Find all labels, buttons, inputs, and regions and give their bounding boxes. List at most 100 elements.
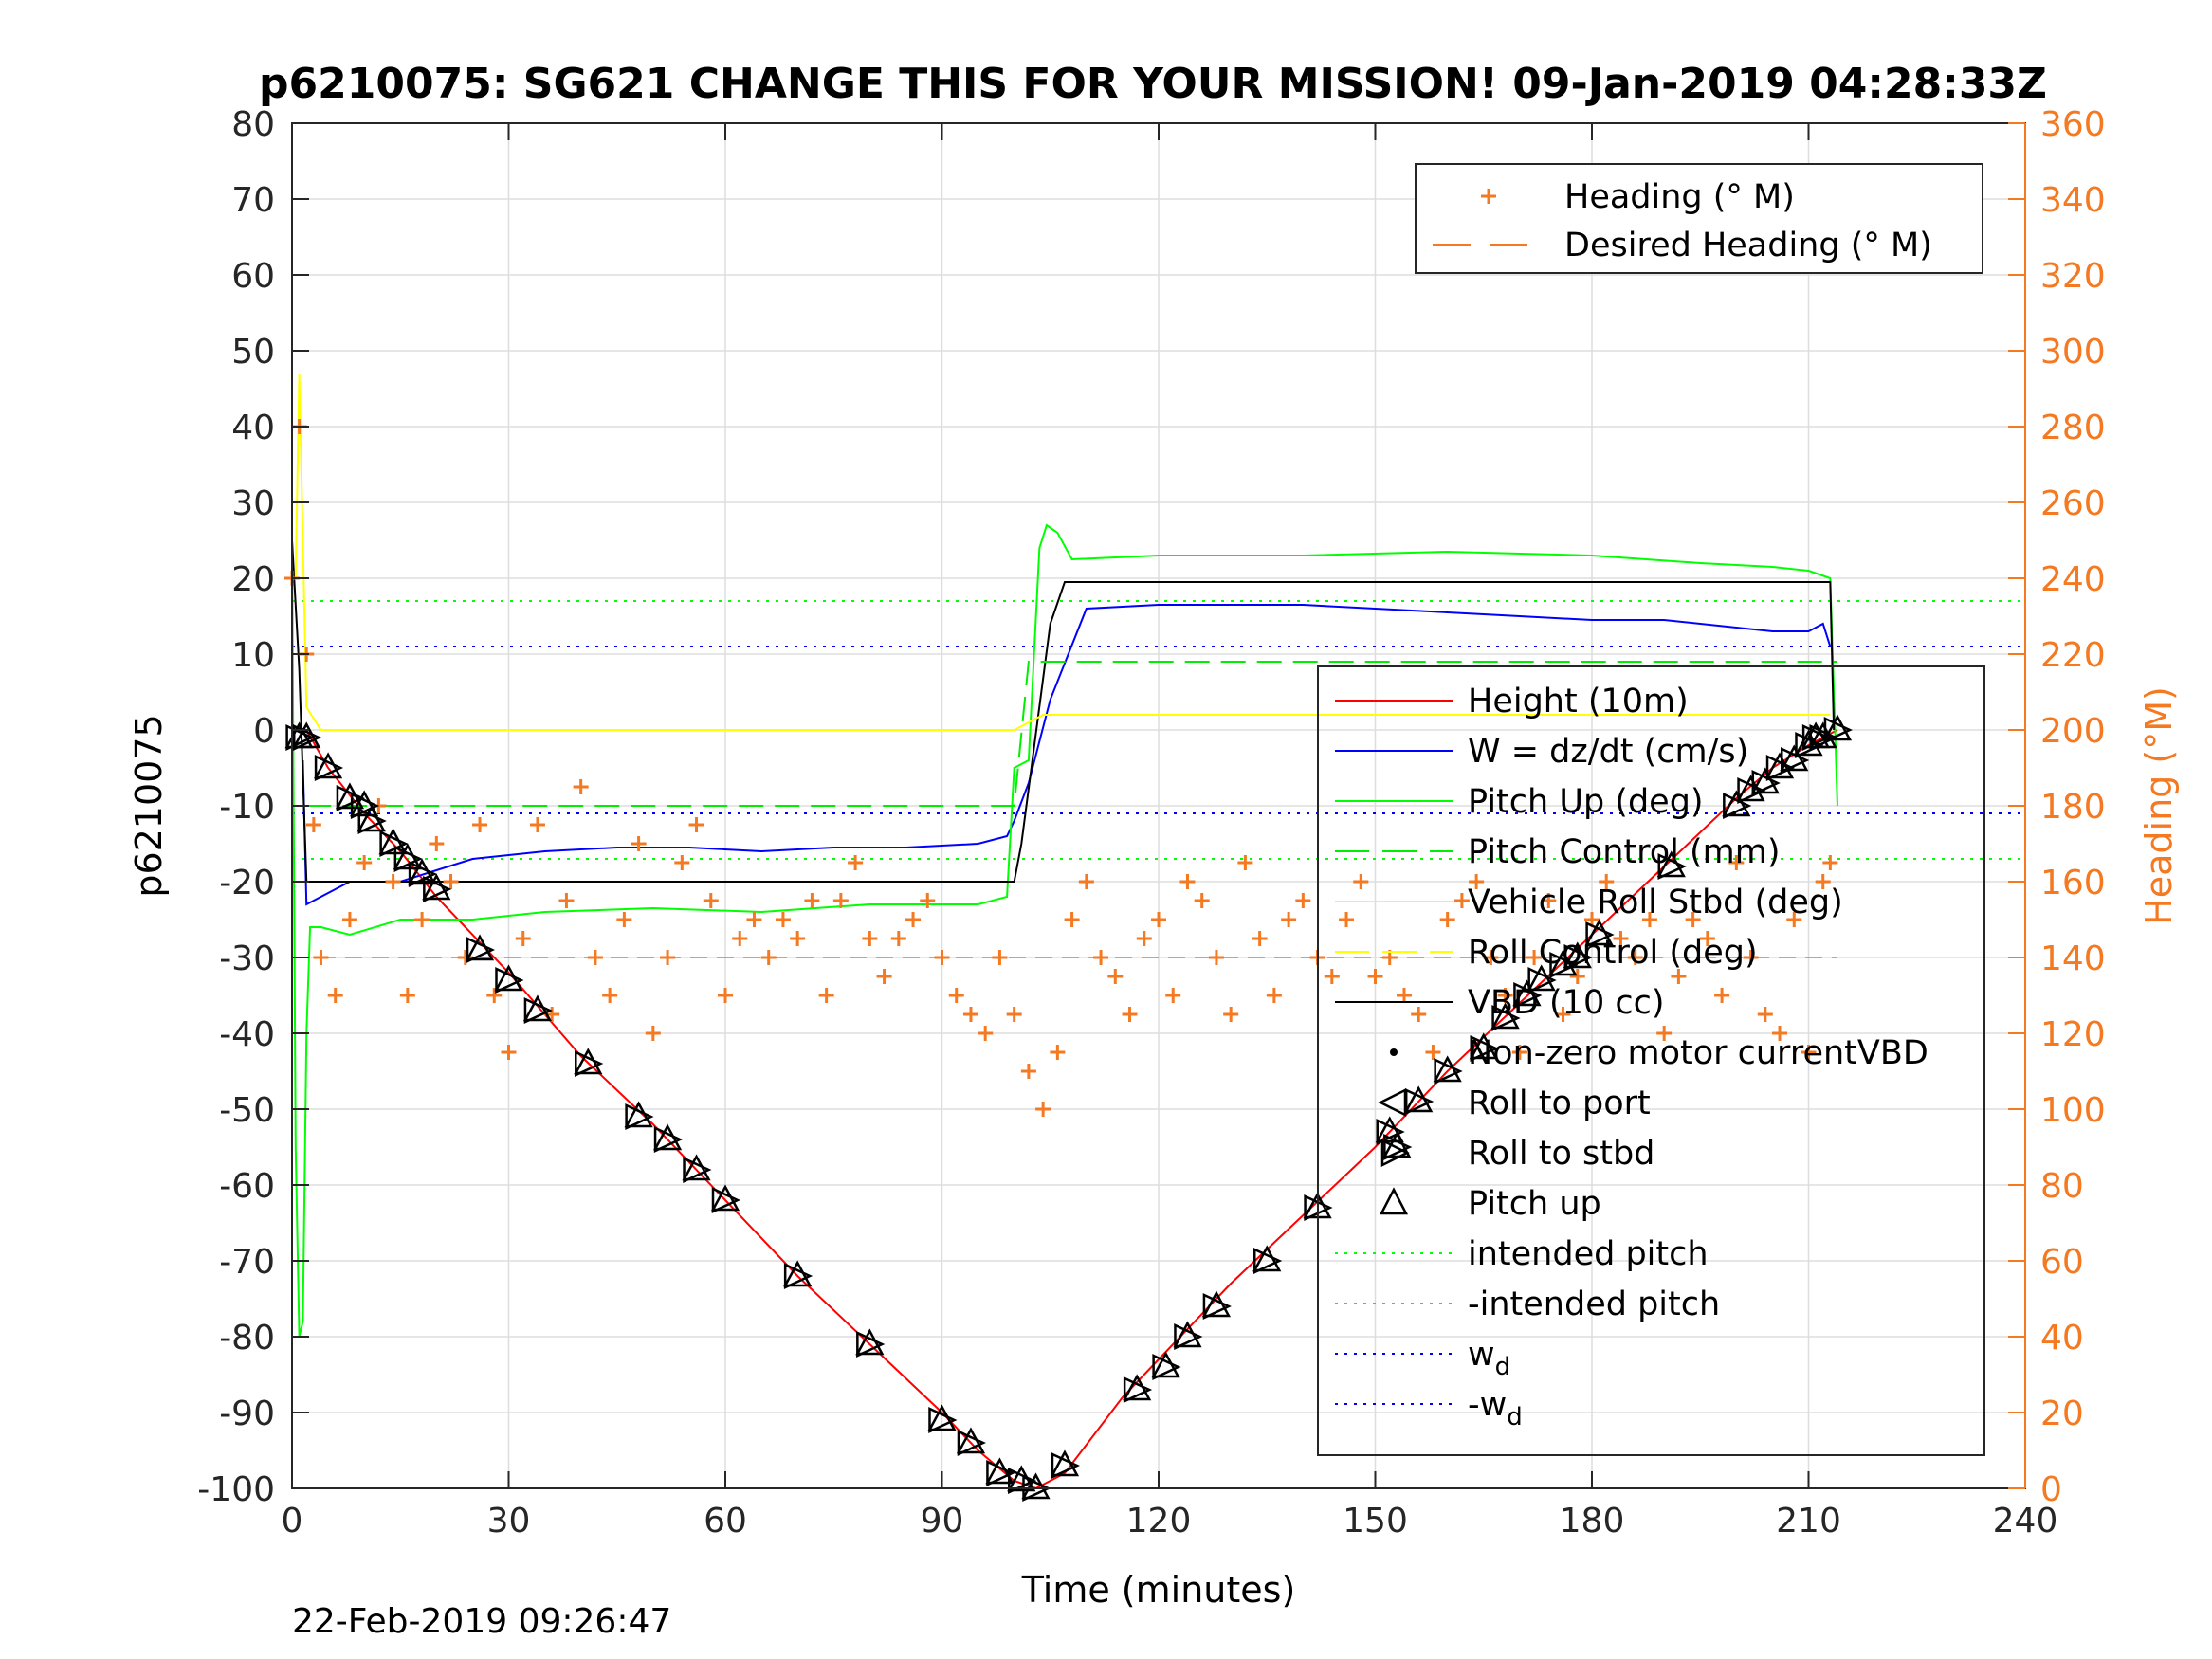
- legend-heading-entry: Desired Heading (° M): [1433, 227, 1932, 264]
- y-tick-label-right: 180: [2040, 788, 2106, 827]
- y-tick-label-right: 60: [2040, 1243, 2084, 1282]
- heading-point: [1208, 950, 1224, 965]
- heading-point: [515, 931, 531, 946]
- y-tick-label-left: 60: [231, 257, 275, 296]
- heading-point: [1179, 874, 1196, 889]
- series-pitch-control-mm: [306, 661, 1837, 807]
- dot-icon: [1390, 1048, 1398, 1056]
- legend-subscript: d: [1507, 1403, 1523, 1431]
- roll-stbd-marker: [856, 1331, 886, 1358]
- legend-heading-entry: Heading (° M): [1481, 178, 1795, 216]
- y-tick-label-left: -20: [219, 864, 275, 902]
- y-tick-label-right: 240: [2040, 560, 2106, 599]
- roll-stbd-marker: [1563, 944, 1593, 971]
- roll-stbd-marker: [1434, 1058, 1463, 1085]
- y-tick-label-left: -100: [197, 1470, 275, 1509]
- timestamp: 22-Feb-2019 09:26:47: [292, 1602, 672, 1641]
- y-tick-label-left: 80: [231, 105, 275, 144]
- heading-point: [1064, 912, 1080, 927]
- legend-main-entry: Pitch up: [1379, 1185, 1601, 1223]
- event-marker: [956, 1427, 986, 1456]
- y-tick-label-right: 340: [2040, 181, 2106, 220]
- heading-point: [457, 950, 473, 965]
- heading-point: [1339, 912, 1355, 927]
- x-tick-label: 60: [704, 1502, 747, 1540]
- event-markers: [284, 714, 1853, 1502]
- y-tick-label-right: 100: [2040, 1091, 2106, 1130]
- roll-stbd-marker: [423, 876, 452, 902]
- heading-point: [399, 988, 415, 1003]
- heading-point: [631, 836, 647, 851]
- roll-stbd-marker: [336, 785, 365, 811]
- heading-point: [1281, 912, 1297, 927]
- event-marker: [1123, 1374, 1153, 1403]
- heading-point: [602, 988, 618, 1003]
- legend-main-entry: Vehicle Roll Stbd (deg): [1335, 884, 1843, 921]
- legend-main-entry: Roll to port: [1378, 1085, 1651, 1122]
- y-tick-label-left: -30: [219, 939, 275, 978]
- roll-stbd-marker: [495, 967, 524, 994]
- event-marker: [494, 964, 524, 994]
- y-tick-label-left: 0: [253, 712, 275, 751]
- event-marker: [1512, 979, 1543, 1009]
- heading-point: [1656, 1026, 1673, 1041]
- triangle-left-icon: [1378, 1087, 1407, 1118]
- event-marker: [985, 1457, 1015, 1486]
- y-tick-label-right: 0: [2040, 1470, 2062, 1509]
- y-tick-label-right: 300: [2040, 333, 2106, 372]
- x-axis: 0 30 60 90 120 150 180 210 240: [282, 123, 2057, 1540]
- heading-point: [1439, 912, 1455, 927]
- legend-main-label: Roll to port: [1468, 1085, 1651, 1122]
- roll-stbd-marker: [986, 1460, 1015, 1486]
- y-tick-label-left: -40: [219, 1015, 275, 1054]
- heading-point: [1671, 969, 1687, 984]
- heading-point: [962, 1007, 978, 1022]
- legend-main-entry: -intended pitch: [1335, 1285, 1720, 1323]
- heading-point: [1483, 950, 1499, 965]
- heading-point: [1093, 950, 1109, 965]
- legend-main-label: Non-zero motor currentVBD: [1468, 1034, 1929, 1072]
- heading-point: [1627, 950, 1643, 965]
- event-marker: [1201, 1290, 1232, 1320]
- heading-point: [1453, 893, 1470, 908]
- heading-point: [385, 874, 401, 889]
- event-marker: [1490, 1002, 1521, 1031]
- event-marker: [1548, 949, 1579, 978]
- heading-point: [1136, 931, 1152, 946]
- event-marker: [1252, 1245, 1283, 1274]
- heading-point: [1006, 1007, 1022, 1022]
- roll-stbd-marker: [357, 808, 387, 834]
- series-pitch-up-deg: [291, 523, 1838, 1338]
- heading-point: [1035, 1102, 1051, 1117]
- heading-point: [934, 950, 950, 965]
- event-marker: [710, 1184, 740, 1213]
- legend-main-entry: Pitch Up (deg): [1335, 783, 1704, 821]
- heading-point: [1194, 893, 1210, 908]
- heading-point: [660, 950, 676, 965]
- legend-main-entry: -wd: [1335, 1386, 1523, 1431]
- legend-main-label: Pitch Up (deg): [1468, 783, 1704, 821]
- heading-point: [1107, 969, 1124, 984]
- y-tick-label-right: 260: [2040, 484, 2106, 523]
- event-marker: [422, 873, 452, 902]
- heading-point: [804, 893, 820, 908]
- triangle-right-icon: [1380, 1138, 1410, 1168]
- event-marker: [393, 843, 423, 872]
- legend-heading-box: [1415, 163, 1983, 274]
- roll-stbd-marker: [292, 724, 322, 751]
- reference-lines: [292, 600, 2025, 958]
- event-marker: [682, 1154, 712, 1183]
- heading-point: [1050, 1045, 1066, 1060]
- roll-stbd-marker: [1174, 1323, 1203, 1350]
- legend-main-label: W = dz/dt (cm/s): [1468, 733, 1748, 771]
- event-marker: [1469, 1032, 1499, 1062]
- roll-stbd-marker: [683, 1157, 712, 1183]
- roll-stbd-marker: [1051, 1452, 1080, 1479]
- heading-point: [1801, 1045, 1817, 1060]
- legend-main-entry: Roll to stbd: [1380, 1135, 1654, 1173]
- legend-main-label: -intended pitch: [1468, 1285, 1720, 1323]
- event-marker: [408, 858, 438, 887]
- x-tick-label: 30: [487, 1502, 531, 1540]
- roll-stbd-marker: [1723, 793, 1752, 819]
- legend-main-box: [1317, 665, 1985, 1456]
